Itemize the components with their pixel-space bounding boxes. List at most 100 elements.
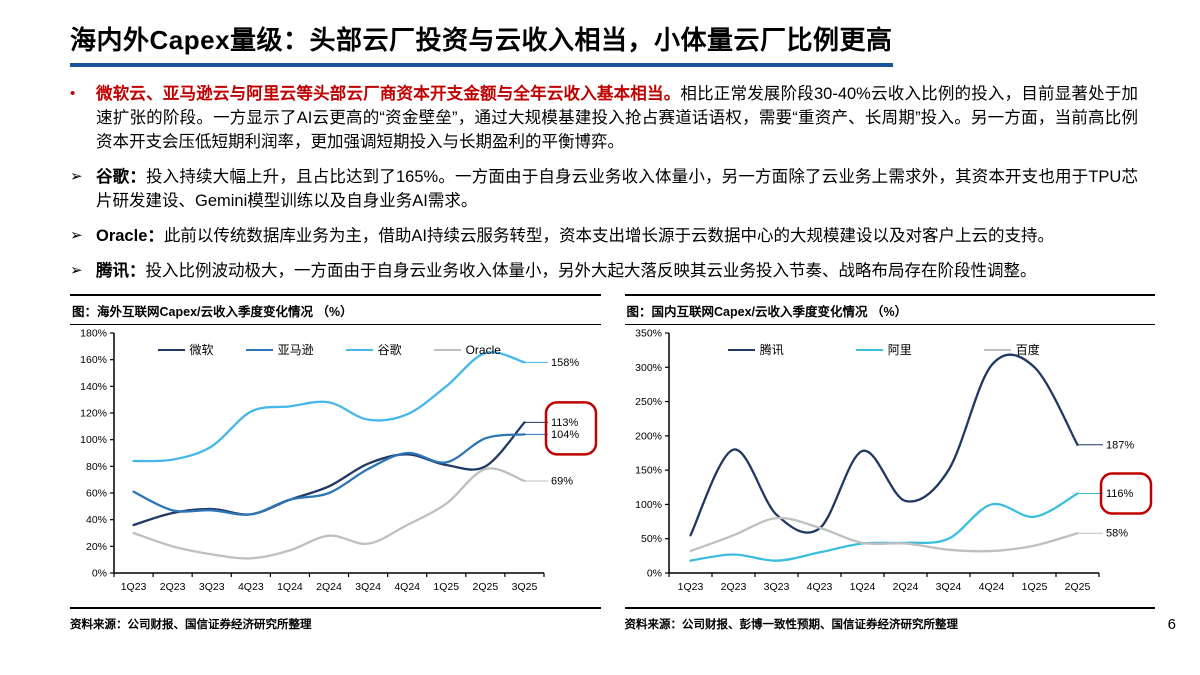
y-axis-tick-label: 160% xyxy=(80,355,107,367)
x-axis-tick-label: 3Q25 xyxy=(512,581,538,593)
y-axis-tick-label: 60% xyxy=(86,488,107,500)
legend-item: 微软 xyxy=(157,341,214,358)
x-axis-tick-label: 3Q23 xyxy=(199,581,225,593)
chart-legend: 腾讯 阿里 百度 xyxy=(669,341,1100,358)
y-axis-tick-label: 100% xyxy=(635,499,662,511)
chart-title: 图：国内互联网Capex/云收入季度变化情况 （%） xyxy=(624,294,1155,326)
bullet-lead: 微软云、亚马逊云与阿里云等头部云厂商资本开支金额与全年云收入基本相当。 xyxy=(96,85,681,103)
x-axis-tick-label: 2Q25 xyxy=(1064,581,1090,593)
legend-item: 腾讯 xyxy=(727,341,784,358)
bullet-marker: ➢ xyxy=(70,261,83,279)
legend-label: Oracle xyxy=(465,342,501,357)
x-axis-tick-label: 4Q24 xyxy=(978,581,1004,593)
y-axis-tick-label: 250% xyxy=(635,397,662,409)
bullet-item: • 微软云、亚马逊云与阿里云等头部云厂商资本开支金额与全年云收入基本相当。相比正… xyxy=(70,83,1138,155)
chart-panel-domestic: 图：国内互联网Capex/云收入季度变化情况 （%） 0% 50% 100% 150%… xyxy=(624,294,1156,632)
source-note: 资料来源：公司财报、彭博一致性预期、国信证券经济研究所整理 xyxy=(624,607,1155,632)
y-axis-tick-label: 40% xyxy=(86,515,107,527)
series-line xyxy=(688,354,1079,537)
chart-canvas: 0% 50% 100% 150% 200% 250% 300% 350% 1Q23 2Q23 3Q2… xyxy=(635,328,1152,593)
series-end-label: 158% xyxy=(551,357,579,369)
legend-label: 微软 xyxy=(189,343,214,358)
legend-label: 腾讯 xyxy=(759,343,784,358)
charts-row: 图：海外互联网Capex/云收入季度变化情况 （%） 0% 20% 40% 60% 80… xyxy=(70,294,1155,632)
y-axis-tick-label: 150% xyxy=(635,465,662,477)
x-axis-tick-label: 1Q23 xyxy=(677,581,703,593)
y-axis-tick-label: 140% xyxy=(80,381,107,393)
series-line xyxy=(688,517,1079,553)
bullet-lead: 谷歌： xyxy=(96,167,146,186)
highlight-box xyxy=(544,401,598,457)
legend-line-swatch xyxy=(157,348,185,352)
bullet-marker: • xyxy=(70,85,76,102)
legend-item: 百度 xyxy=(983,341,1040,358)
x-axis-tick-label: 3Q24 xyxy=(355,581,381,593)
x-axis-tick-label: 2Q23 xyxy=(160,581,186,593)
bullet-marker: ➢ xyxy=(70,167,83,185)
line-chart-domestic: 0% 50% 100% 150% 200% 250% 300% 350% 1Q23 2Q23 3Q2… xyxy=(625,325,1156,607)
x-axis-tick-label: 4Q23 xyxy=(806,581,832,593)
series-line xyxy=(132,433,526,517)
chart-canvas: 0% 20% 40% 60% 80% 100% 120% 140% 160% 180% 1Q23 2Q… xyxy=(80,328,598,593)
bullet-item: ➢ 谷歌：投入持续大幅上升，且占比达到了165%。一方面由于自身云业务收入体量小… xyxy=(70,166,1138,214)
legend-line-swatch xyxy=(345,348,373,352)
y-axis-tick-label: 20% xyxy=(86,541,107,553)
slide-header: 海内外Capex量级：头部云厂投资与云收入相当，小体量云厂比例更高 xyxy=(0,0,1200,67)
y-axis-tick-label: 0% xyxy=(92,568,107,580)
bullet-body: 投入持续大幅上升，且占比达到了165%。一方面由于自身云业务收入体量小，另一方面… xyxy=(96,167,1138,210)
bullet-text: 腾讯：投入比例波动极大，一方面由于自身云业务收入体量小，另外大起大落反映其云业务… xyxy=(96,260,1138,284)
legend-label: 亚马逊 xyxy=(277,343,314,358)
x-axis-tick-label: 1Q25 xyxy=(1021,581,1047,593)
y-axis-tick-label: 120% xyxy=(80,408,107,420)
legend-line-swatch xyxy=(245,348,273,352)
y-axis-tick-label: 100% xyxy=(80,435,107,447)
bullet-body: 相比正常发展阶段30-40%云收入比例的投入，目前显著处于加速扩张的阶段。一方显… xyxy=(96,85,1139,151)
chart-legend: 微软 亚马逊 谷歌 Oracle xyxy=(114,341,545,358)
series-line xyxy=(132,421,526,527)
line-chart-overseas: 0% 20% 40% 60% 80% 100% 120% 140% 160% 180% 1Q23 2Q… xyxy=(70,325,601,607)
bullet-item: ➢ 腾讯：投入比例波动极大，一方面由于自身云业务收入体量小，另外大起大落反映其云… xyxy=(70,260,1138,284)
x-axis-tick-label: 2Q25 xyxy=(473,581,499,593)
x-axis-tick-label: 3Q23 xyxy=(763,581,789,593)
legend-item: 阿里 xyxy=(855,341,912,358)
page-number: 6 xyxy=(1167,616,1176,633)
x-axis-tick-label: 1Q24 xyxy=(277,581,303,593)
y-axis-tick-label: 200% xyxy=(635,431,662,443)
bullet-marker: ➢ xyxy=(70,226,83,244)
series-end-label: 116% xyxy=(1106,488,1134,500)
series-end-label: 187% xyxy=(1106,440,1134,452)
legend-label: 百度 xyxy=(1015,343,1040,358)
bullet-body: 投入比例波动极大，一方面由于自身云业务收入体量小，另外大起大落反映其云业务投入节… xyxy=(145,261,1037,280)
series-end-label: 104% xyxy=(551,429,579,441)
bullet-body: 此前以传统数据库业务为主，借助AI持续云服务转型，资本支出增长源于云数据中心的大… xyxy=(163,226,1054,245)
legend-item: Oracle xyxy=(433,342,501,357)
bullet-lead: 腾讯： xyxy=(96,261,146,280)
source-note: 资料来源：公司财报、国信证券经济研究所整理 xyxy=(70,607,601,632)
x-axis-tick-label: 3Q24 xyxy=(935,581,961,593)
x-axis-tick-label: 1Q23 xyxy=(121,581,147,593)
x-axis-tick-label: 2Q24 xyxy=(316,581,342,593)
x-axis-tick-label: 1Q24 xyxy=(849,581,875,593)
legend-label: 阿里 xyxy=(887,343,912,358)
highlight-box xyxy=(1099,472,1152,516)
legend-item: 亚马逊 xyxy=(245,341,314,358)
legend-label: 谷歌 xyxy=(377,343,402,358)
bullet-text: Oracle：此前以传统数据库业务为主，借助AI持续云服务转型，资本支出增长源于… xyxy=(96,225,1138,249)
series-end-label: 69% xyxy=(551,476,573,488)
legend-item: 谷歌 xyxy=(345,341,402,358)
legend-line-swatch xyxy=(727,348,755,352)
chart-panel-overseas: 图：海外互联网Capex/云收入季度变化情况 （%） 0% 20% 40% 60% 80… xyxy=(70,294,601,632)
series-line xyxy=(132,351,526,463)
x-axis-tick-label: 2Q24 xyxy=(892,581,918,593)
y-axis-tick-label: 350% xyxy=(635,328,662,340)
legend-line-swatch xyxy=(433,348,461,352)
bullet-lead: Oracle： xyxy=(96,226,164,245)
series-end-label: 58% xyxy=(1106,528,1128,540)
x-axis-tick-label: 1Q25 xyxy=(433,581,459,593)
bullet-text: 微软云、亚马逊云与阿里云等头部云厂商资本开支金额与全年云收入基本相当。相比正常发… xyxy=(96,83,1138,155)
x-axis-tick-label: 2Q23 xyxy=(720,581,746,593)
legend-line-swatch xyxy=(983,348,1011,352)
series-line xyxy=(132,467,526,561)
series-end-label: 113% xyxy=(551,417,579,429)
y-axis-tick-label: 180% xyxy=(80,328,107,340)
